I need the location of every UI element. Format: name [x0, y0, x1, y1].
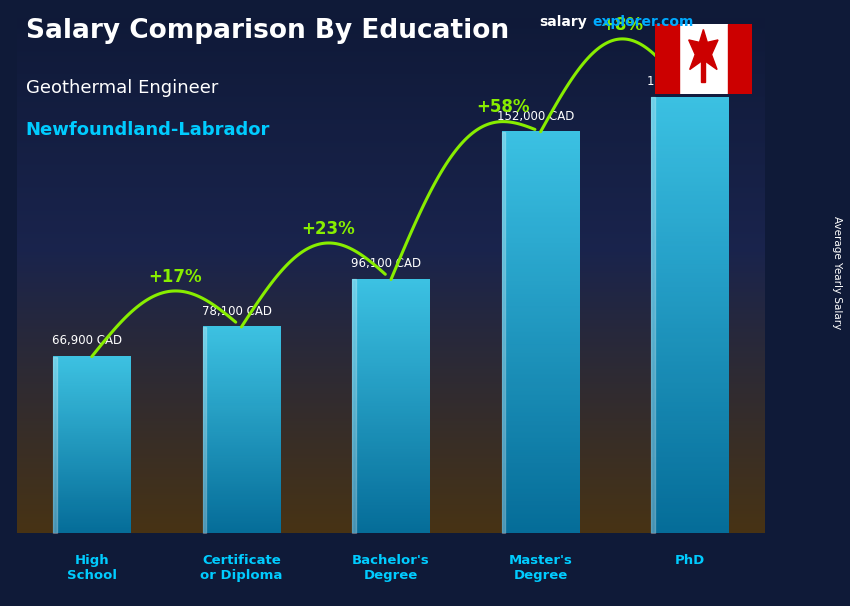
- Bar: [728, 24, 752, 94]
- Text: explorer.com: explorer.com: [592, 15, 694, 29]
- Text: salary: salary: [540, 15, 587, 29]
- Text: 96,100 CAD: 96,100 CAD: [351, 257, 422, 270]
- Text: 165,000 CAD: 165,000 CAD: [647, 75, 724, 88]
- Text: Newfoundland-Labrador: Newfoundland-Labrador: [26, 121, 269, 139]
- Text: Bachelor's
Degree: Bachelor's Degree: [352, 554, 430, 582]
- Text: +23%: +23%: [302, 220, 355, 238]
- Text: High
School: High School: [67, 554, 116, 582]
- Text: Certificate
or Diploma: Certificate or Diploma: [201, 554, 282, 582]
- Bar: [654, 24, 679, 94]
- Text: Salary Comparison By Education: Salary Comparison By Education: [26, 18, 508, 44]
- Text: PhD: PhD: [675, 554, 705, 567]
- Text: Master's
Degree: Master's Degree: [508, 554, 573, 582]
- Text: Average Yearly Salary: Average Yearly Salary: [832, 216, 842, 329]
- Polygon shape: [688, 30, 718, 70]
- Text: +17%: +17%: [148, 268, 202, 285]
- Text: +58%: +58%: [476, 98, 530, 116]
- Polygon shape: [701, 60, 706, 82]
- Text: Geothermal Engineer: Geothermal Engineer: [26, 79, 218, 97]
- Text: 66,900 CAD: 66,900 CAD: [52, 335, 122, 347]
- Text: 78,100 CAD: 78,100 CAD: [202, 305, 272, 318]
- Text: +8%: +8%: [601, 16, 643, 33]
- Text: 152,000 CAD: 152,000 CAD: [497, 110, 575, 122]
